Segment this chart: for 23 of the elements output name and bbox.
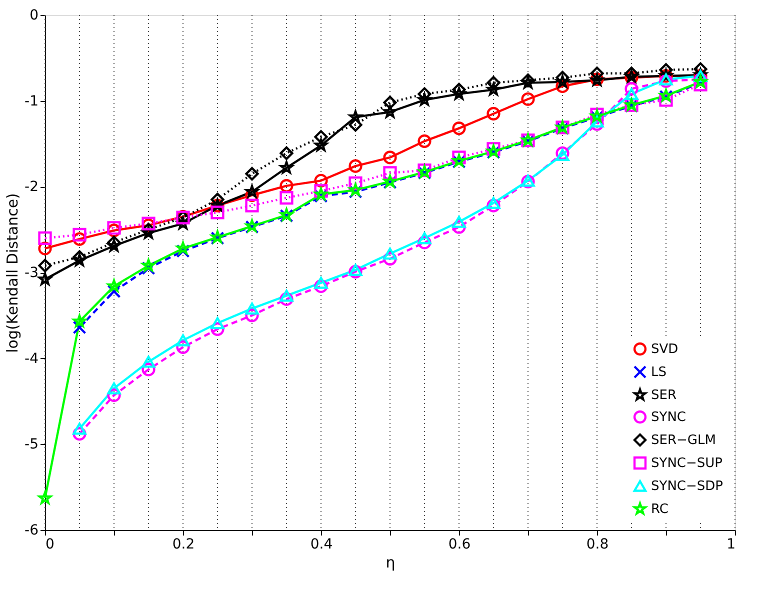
x-tick-label: 1: [726, 536, 736, 552]
y-tick-label: -3: [24, 265, 38, 281]
x-tick-label: 0.4: [310, 536, 333, 552]
x-tick-label: 0: [46, 536, 54, 552]
legend-label: SVD: [651, 342, 678, 357]
y-axis-title: log(Kendall Distance): [4, 193, 22, 353]
legend-label: SER−GLM: [651, 433, 716, 448]
y-tick-label: -2: [24, 179, 38, 196]
legend-label: LS: [651, 365, 666, 380]
legend-label: RC: [651, 502, 668, 517]
y-tick-label: -5: [24, 436, 38, 453]
y-tick-label: -1: [24, 93, 38, 110]
y-tick-label: -6: [24, 522, 39, 538]
legend-label: SYNC: [651, 410, 686, 425]
y-tick-label: -4: [24, 350, 39, 367]
legend-label: SYNC−SUP: [651, 456, 723, 471]
x-tick-label: 0.6: [448, 536, 471, 552]
y-tick-label: 0: [30, 8, 38, 24]
x-tick-label: 0.2: [172, 536, 195, 552]
x-axis-title: η: [386, 554, 396, 572]
legend-label: SYNC−SDP: [651, 479, 724, 494]
x-tick-label: 0.8: [586, 536, 609, 552]
legend-label: SER: [651, 388, 676, 403]
